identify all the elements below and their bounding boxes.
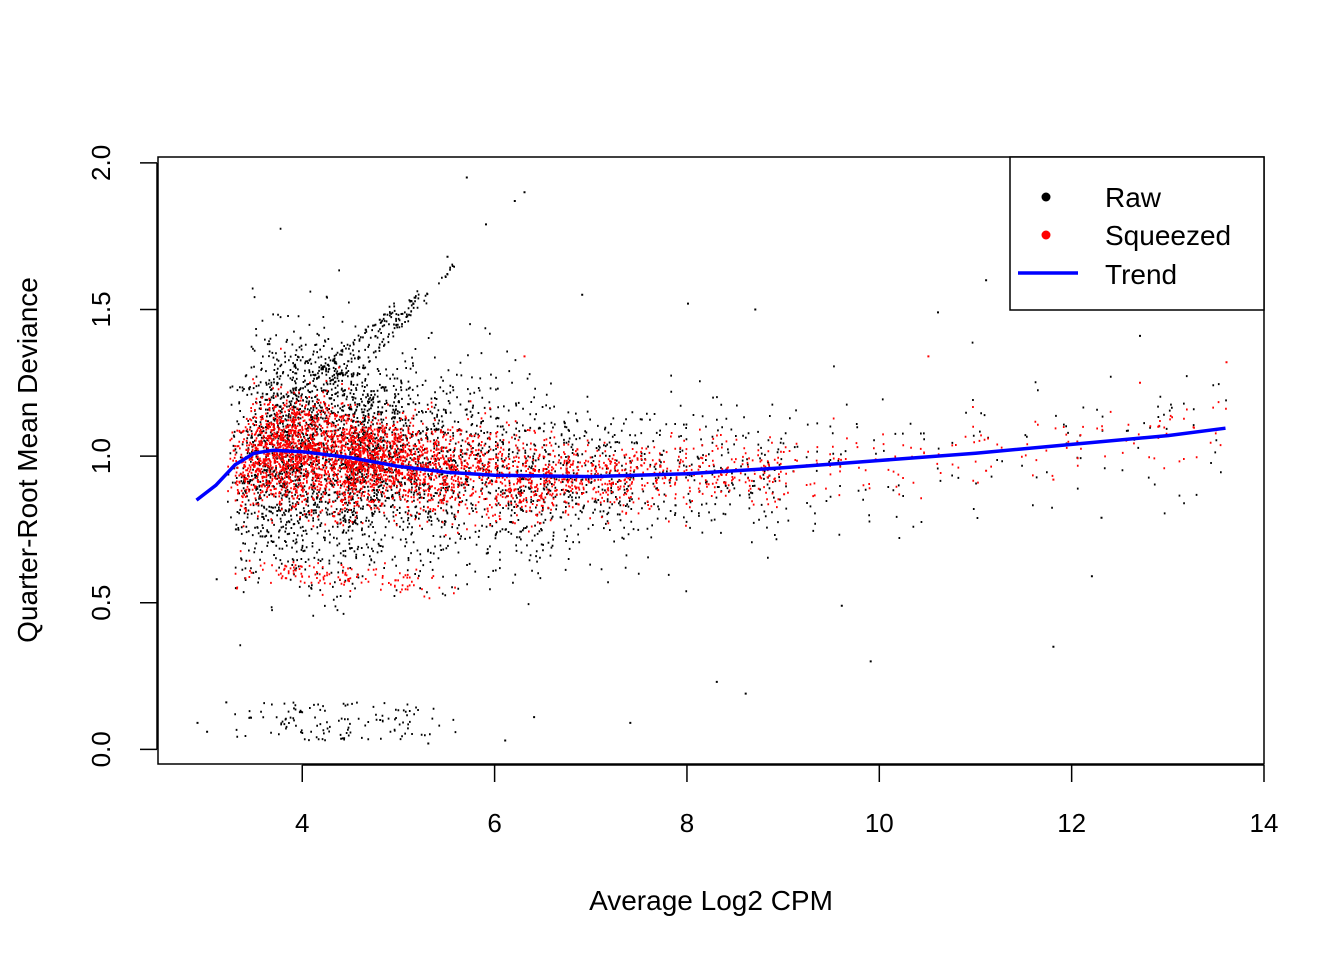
legend-squeezed-label: Squeezed bbox=[1105, 220, 1231, 251]
legend-trend-label: Trend bbox=[1105, 259, 1177, 290]
x-tick-label: 8 bbox=[680, 808, 694, 838]
legend-box bbox=[1009, 156, 1265, 311]
legend-squeezed-marker bbox=[1041, 230, 1051, 240]
plot-frame bbox=[157, 156, 1265, 765]
x-axis-title: Average Log2 CPM bbox=[589, 885, 833, 916]
x-tick-label: 12 bbox=[1057, 808, 1086, 838]
y-tick-label: 0.0 bbox=[86, 731, 116, 767]
y-tick-label: 1.0 bbox=[86, 438, 116, 474]
legend-raw-label: Raw bbox=[1105, 182, 1162, 213]
legend: Raw Squeezed Trend bbox=[1009, 156, 1265, 311]
x-tick-label: 4 bbox=[295, 808, 309, 838]
x-tick-label: 14 bbox=[1250, 808, 1279, 838]
y-tick-label: 0.5 bbox=[86, 585, 116, 621]
y-tick-label: 1.5 bbox=[86, 291, 116, 327]
legend-raw-marker bbox=[1041, 192, 1051, 202]
x-tick-label: 10 bbox=[865, 808, 894, 838]
y-axis-title: Quarter-Root Mean Deviance bbox=[12, 277, 43, 643]
y-axis: 0.0 0.5 1.0 1.5 2.0 bbox=[86, 145, 158, 767]
squeezed-point-cloud bbox=[227, 347, 1228, 600]
x-tick-label: 6 bbox=[487, 808, 501, 838]
x-axis: 4 6 8 10 12 14 bbox=[295, 764, 1279, 838]
squeezed-points-layer bbox=[227, 347, 1228, 600]
trend-line bbox=[195, 426, 1226, 502]
y-tick-label: 2.0 bbox=[86, 145, 116, 181]
